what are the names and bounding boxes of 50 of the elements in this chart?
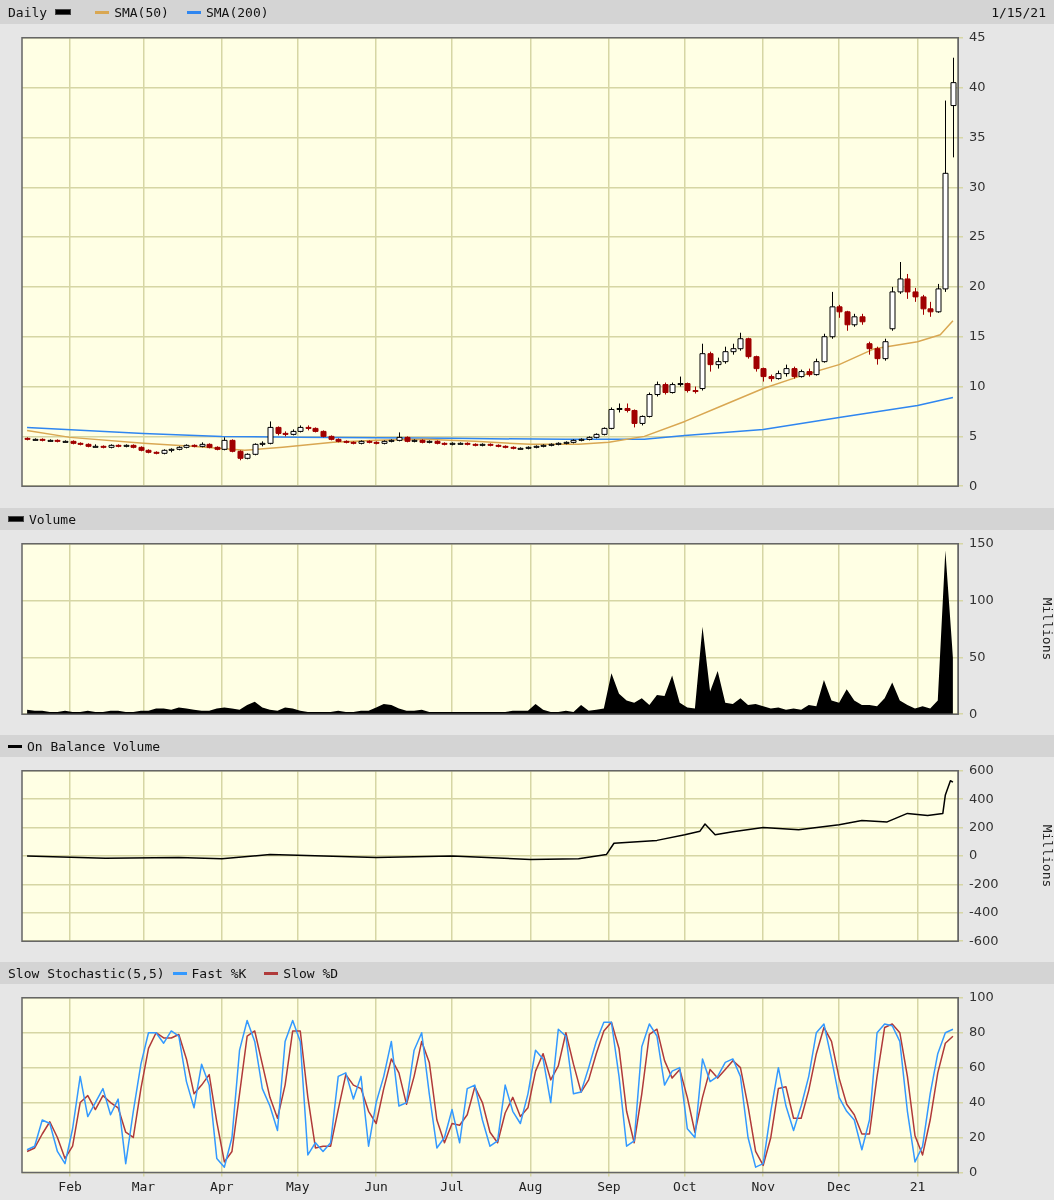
x-tick-label: Nov [751, 1178, 776, 1194]
y-tick-label: 200 [969, 818, 994, 834]
y-tick-label: 30 [969, 178, 986, 194]
x-tick-label: Mar [131, 1178, 156, 1194]
x-tick-label: Jul [440, 1178, 464, 1194]
legend-label: SMA(200) [205, 4, 269, 20]
y-tick-label: 0 [969, 477, 978, 493]
y-tick-label: 80 [969, 1024, 986, 1040]
y-tick-label: 100 [969, 591, 994, 607]
y-axis-title: Millions [1039, 824, 1054, 888]
y-tick-label: 400 [969, 790, 994, 806]
x-tick-label: Apr [210, 1178, 234, 1194]
y-tick-label: 20 [969, 1128, 986, 1144]
x-tick-label: May [286, 1178, 310, 1194]
legend-label: SMA(50) [114, 4, 169, 20]
y-tick-label: 0 [969, 705, 978, 721]
y-tick-label: 50 [969, 648, 986, 664]
y-tick-label: 40 [969, 1093, 986, 1109]
y-tick-label: 45 [969, 29, 986, 45]
y-tick-label: 600 [969, 762, 994, 778]
legend-label: Slow %D [283, 965, 339, 981]
y-tick-label: 10 [969, 377, 986, 393]
x-tick-label: Oct [673, 1178, 697, 1194]
y-tick-label: 0 [969, 1163, 978, 1179]
chart-title: Daily [8, 4, 48, 20]
y-tick-label: 25 [969, 228, 986, 244]
y-tick-label: -600 [969, 932, 999, 948]
y-tick-label: 60 [969, 1059, 986, 1075]
y-tick-label: 0 [969, 847, 978, 863]
legend-label: Fast %K [191, 965, 247, 981]
y-axis-title: Millions [1039, 597, 1054, 661]
x-tick-label: Sep [597, 1178, 621, 1194]
y-tick-label: -200 [969, 875, 999, 891]
x-tick-label: Aug [518, 1178, 543, 1194]
y-tick-label: 5 [969, 427, 978, 443]
x-tick-label: Feb [58, 1178, 82, 1194]
y-tick-label: 40 [969, 79, 986, 94]
y-tick-label: 100 [969, 989, 994, 1005]
chart-title: Slow Stochastic(5,5) [8, 965, 165, 981]
y-tick-label: 150 [969, 535, 994, 551]
y-tick-label: 15 [969, 328, 986, 344]
legend-label: Volume [29, 511, 76, 527]
y-tick-label: 20 [969, 278, 986, 294]
x-tick-label: 21 [909, 1178, 926, 1194]
legend-label: On Balance Volume [27, 738, 161, 754]
x-tick-label: Dec [827, 1178, 851, 1194]
text: 1/15/21 [991, 4, 1046, 20]
x-tick-label: Jun [364, 1178, 388, 1194]
y-tick-label: -400 [969, 904, 999, 920]
y-tick-label: 35 [969, 128, 986, 144]
